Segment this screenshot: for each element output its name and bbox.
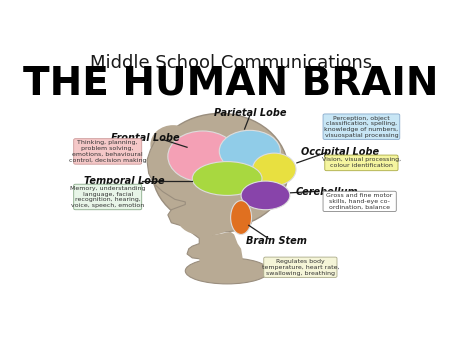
Text: Cerebellum: Cerebellum — [295, 187, 358, 196]
Text: Middle School Communications: Middle School Communications — [90, 54, 372, 72]
Ellipse shape — [178, 204, 234, 236]
Text: Temporal Lobe: Temporal Lobe — [84, 176, 165, 186]
Ellipse shape — [150, 125, 196, 164]
Ellipse shape — [219, 130, 280, 172]
FancyBboxPatch shape — [74, 139, 142, 164]
Ellipse shape — [241, 181, 290, 210]
Text: Perception, object
classification, spelling,
knowledge of numbers,
visuospatial : Perception, object classification, spell… — [324, 116, 398, 138]
Ellipse shape — [185, 258, 269, 284]
FancyBboxPatch shape — [325, 155, 398, 171]
Polygon shape — [199, 232, 243, 270]
Ellipse shape — [168, 131, 238, 182]
FancyBboxPatch shape — [264, 257, 337, 277]
Text: Vision, visual processing,
colour identification: Vision, visual processing, colour identi… — [322, 158, 401, 168]
Text: Memory, understanding
language, facial
recognition, hearing,
voice, speech, emot: Memory, understanding language, facial r… — [70, 186, 145, 208]
Text: THE HUMAN BRAIN: THE HUMAN BRAIN — [23, 65, 438, 102]
Ellipse shape — [192, 162, 262, 195]
Text: Brain Stem: Brain Stem — [246, 236, 306, 246]
Ellipse shape — [230, 201, 252, 235]
Text: Occipital Lobe: Occipital Lobe — [302, 147, 379, 158]
Text: Regulates body
temperature, heart rate,
swallowing, breathing: Regulates body temperature, heart rate, … — [261, 259, 339, 275]
Text: Thinking, planning,
problem solving,
emotions, behavioural
control, decision mak: Thinking, planning, problem solving, emo… — [69, 140, 146, 163]
Text: Parietal Lobe: Parietal Lobe — [214, 108, 286, 118]
Ellipse shape — [252, 153, 296, 186]
Ellipse shape — [152, 114, 288, 228]
Polygon shape — [147, 140, 252, 259]
Text: Frontal Lobe: Frontal Lobe — [111, 133, 180, 143]
FancyBboxPatch shape — [74, 184, 142, 210]
Text: Gross and fine motor
skills, hand-eye co-
ordination, balance: Gross and fine motor skills, hand-eye co… — [327, 193, 393, 210]
FancyBboxPatch shape — [323, 114, 400, 140]
FancyBboxPatch shape — [323, 191, 396, 212]
